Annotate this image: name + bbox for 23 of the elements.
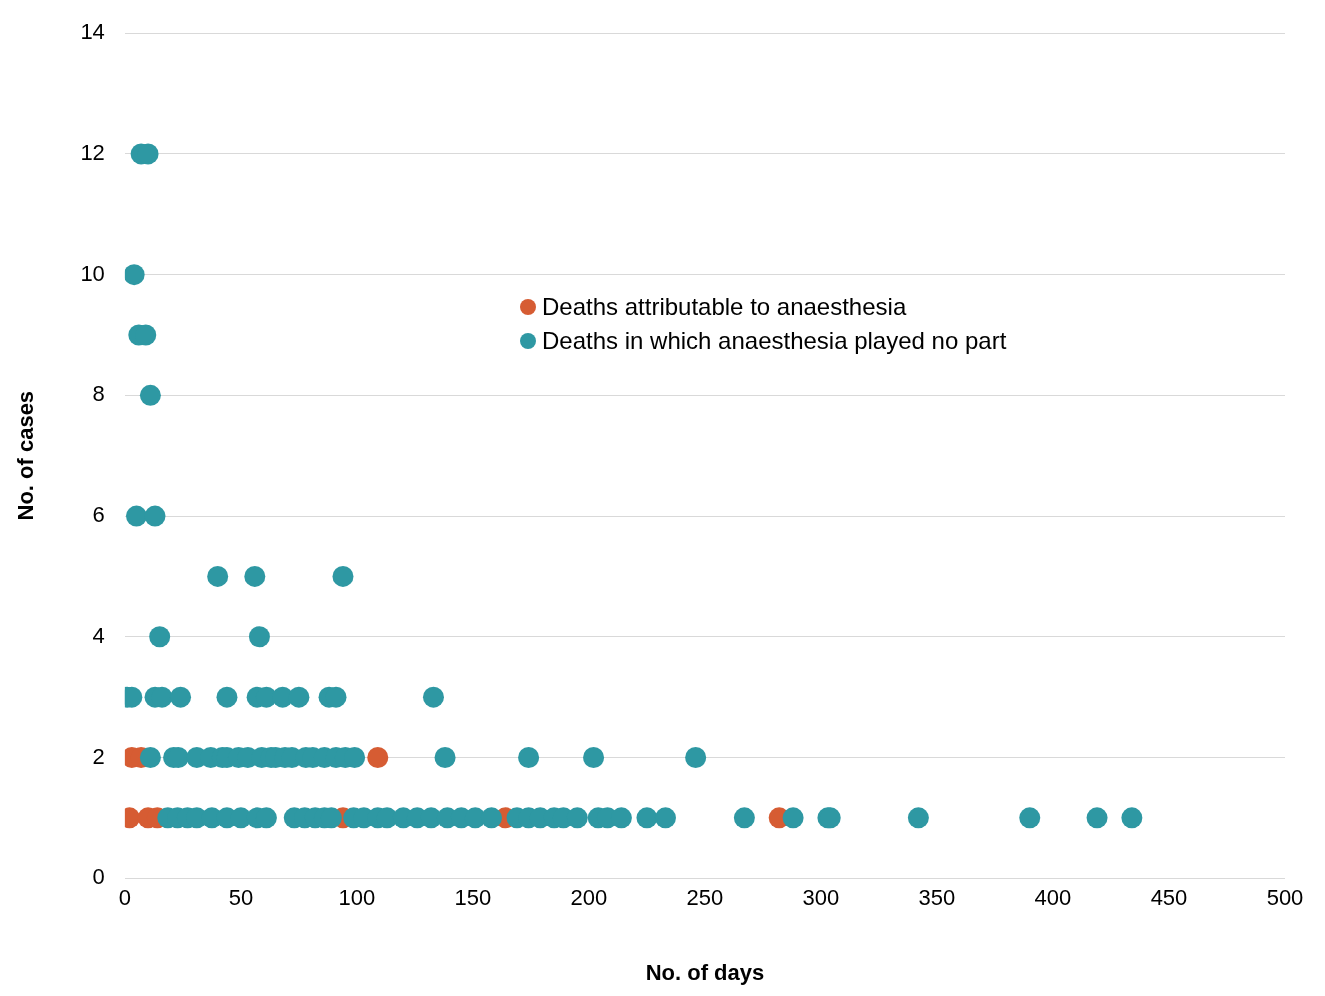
x-tick-label: 250: [686, 885, 724, 911]
y-tick-label: 10: [80, 260, 105, 286]
x-tick-label: 300: [802, 885, 840, 911]
y-tick-label: 4: [92, 622, 105, 648]
y-tick-label: 8: [92, 381, 105, 407]
x-tick-label: 500: [1266, 885, 1304, 911]
x-tick-label: 150: [454, 885, 492, 911]
x-tick-label: 350: [918, 885, 956, 911]
y-axis-title: No. of cases: [13, 390, 39, 521]
x-tick-label: 100: [338, 885, 376, 911]
y-tick-label: 6: [92, 502, 105, 528]
y-tick-label: 14: [80, 19, 105, 45]
x-tick-label: 0: [118, 885, 131, 911]
legend-label: Deaths attributable to anaesthesia: [542, 292, 907, 322]
x-tick-label: 450: [1150, 885, 1188, 911]
legend-label: Deaths in which anaesthesia played no part: [542, 326, 1007, 356]
y-tick-label: 12: [80, 139, 105, 165]
x-tick-label: 400: [1034, 885, 1072, 911]
y-tick-label: 0: [92, 864, 105, 890]
x-tick-label: 50: [228, 885, 254, 911]
x-tick-label: 200: [570, 885, 608, 911]
x-axis-title: No. of days: [645, 959, 765, 985]
y-tick-label: 2: [92, 743, 105, 769]
